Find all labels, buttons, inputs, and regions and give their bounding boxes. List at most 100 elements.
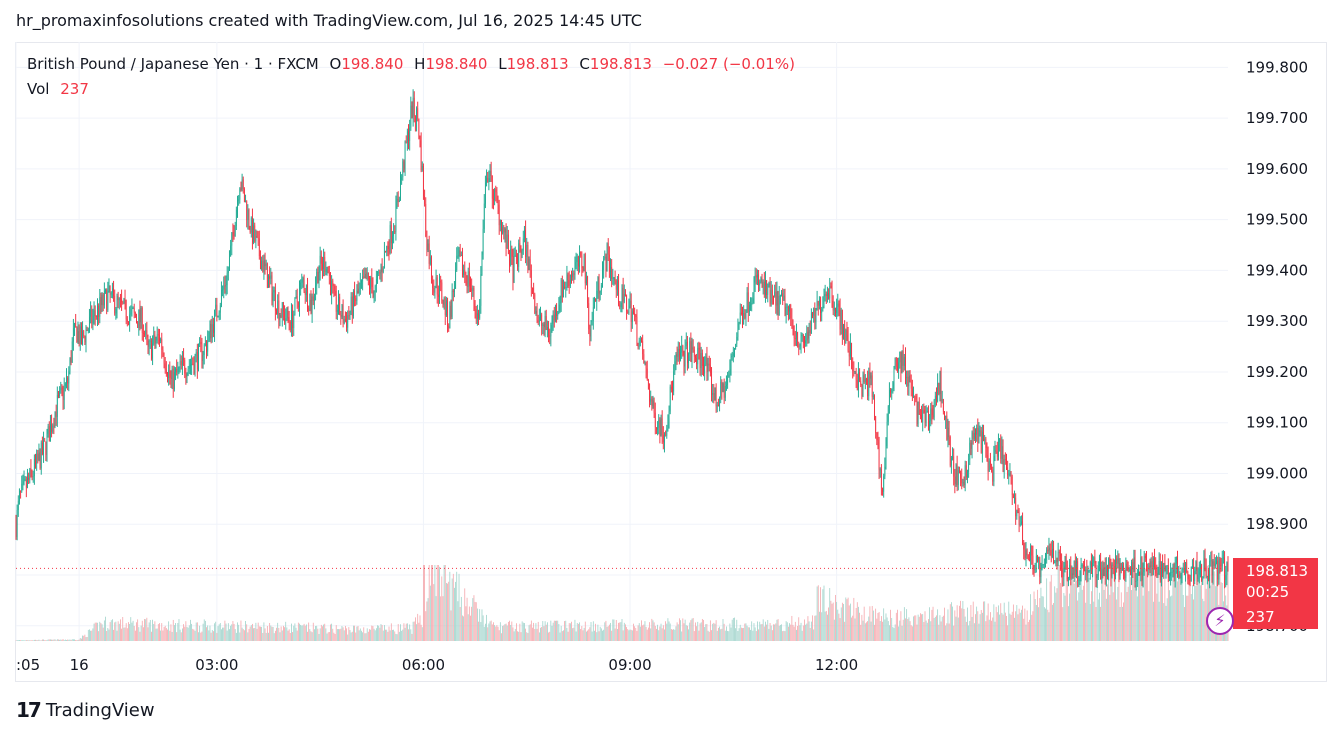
volume-bar [1152,601,1154,641]
candle-body [693,349,695,357]
volume-bar [56,639,58,641]
volume-bar [559,632,561,641]
volume-bar [108,629,110,641]
volume-bar [250,625,252,641]
candle-body [915,396,917,400]
volume-bar [476,608,478,641]
volume-bar [630,629,632,641]
volume-bar [95,622,97,641]
volume-bar [213,631,214,641]
candle-body [536,310,538,321]
volume-bar [350,632,352,641]
volume-bar [565,620,567,641]
candle-body [744,312,746,319]
volume-bar [144,618,145,641]
candle-body [295,296,297,298]
volume-bar [664,629,665,641]
volume-bar [449,571,451,641]
volume-bar [319,628,321,641]
candle-body [574,266,576,275]
volume-bar [439,566,440,641]
volume-bar [58,639,59,641]
volume-bar [41,639,43,641]
volume-bar [947,609,949,641]
volume-bar [1035,604,1037,641]
volume-bar [432,565,434,641]
volume-bar [463,616,465,641]
volume-bar [555,620,556,641]
volume-bar [136,622,137,641]
volume-bar [1119,607,1121,641]
candle-body [700,353,702,368]
volume-bar [695,622,696,641]
candle-body [291,310,292,330]
candle-body [1034,562,1036,571]
volume-bar [289,633,291,641]
volume-bar [840,607,842,641]
candle-body [902,351,904,366]
candle-body [1166,565,1168,567]
volume-bar [589,627,591,641]
volume-bar [445,582,447,641]
candle-body [695,356,696,359]
candle-body [851,342,852,362]
volume-bar [296,630,298,641]
volume-bar [190,619,191,641]
volume-bar [396,634,398,641]
candle-body [364,273,366,279]
candle-body [471,288,473,291]
candle-body [344,319,346,322]
candle-body [682,345,684,356]
volume-bar [226,630,228,641]
candle-body [261,260,263,270]
candle-body [482,228,484,255]
volume-bar [1105,598,1107,641]
tradingview-logo[interactable]: 17 TradingView [16,698,155,722]
candle-body [425,203,427,237]
candle-body [255,235,257,242]
volume-bar [340,628,342,641]
candle-body [123,298,125,304]
candle-body [66,377,67,384]
candle-body [152,343,153,359]
candle-body [923,409,925,413]
volume-bar [1159,565,1161,641]
volume-bar [789,623,790,641]
volume-bar [281,630,283,641]
volume-bar [1203,601,1205,641]
volume-bar [1148,591,1150,641]
volume-bar [595,623,597,641]
candle-body [186,375,188,377]
candle-body [72,328,74,342]
candle-body [155,340,157,344]
candle-body [1133,557,1135,570]
volume-bar [1122,606,1123,641]
volume-bar [902,619,904,641]
lightning-icon[interactable]: ⚡ [1206,607,1234,635]
volume-bar [653,622,655,641]
candle-body [1198,568,1200,575]
volume-bar [141,620,143,641]
open-value: 198.840 [341,55,404,73]
volume-bar [488,623,490,641]
candle-body [256,235,258,238]
candle-body [599,291,601,294]
candle-body [437,294,439,298]
candle-body [535,310,537,314]
volume-bar [1115,565,1116,641]
volume-bar [130,617,132,641]
symbol-name[interactable]: British Pound / Japanese Yen · 1 · FXCM [27,55,319,73]
volume-bar [426,601,428,641]
volume-bar [211,630,213,641]
volume-bar [645,626,647,641]
candle-body [584,254,586,284]
candle-body [969,442,971,460]
volume-bar [1100,606,1102,641]
candle-body [473,287,475,304]
volume-bar [528,625,530,641]
volume-bar [1103,589,1105,641]
candle-body [914,395,916,397]
candle-body [746,292,748,310]
candle-body [1001,446,1003,459]
